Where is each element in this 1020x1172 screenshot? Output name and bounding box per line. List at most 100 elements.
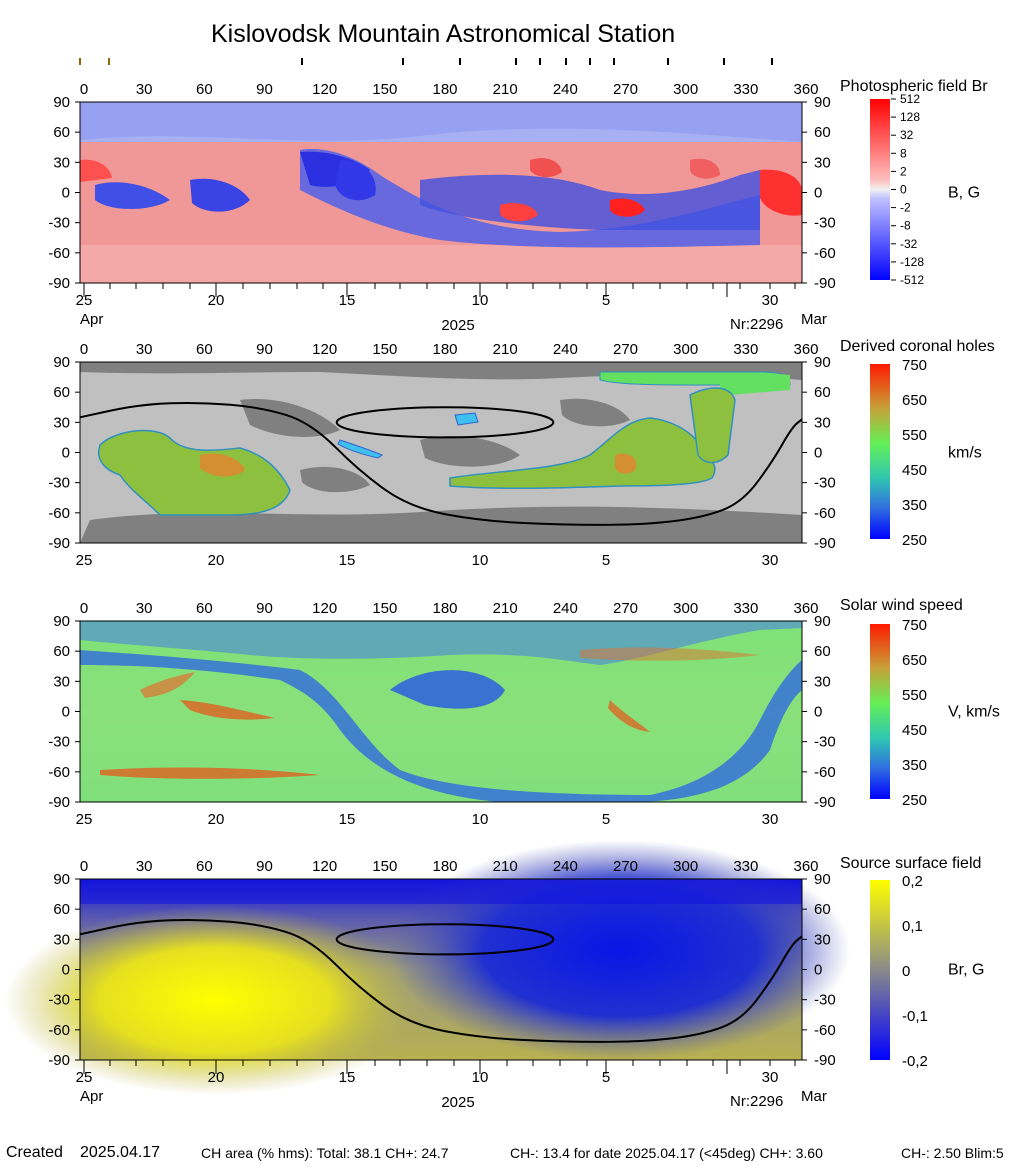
colorbar-tick-label: 350: [902, 757, 927, 774]
lat-tick-label-right: -30: [814, 475, 836, 492]
footer-ch-minus-2: CH-: 2.50 Blim:5: [901, 1145, 1004, 1161]
lon-tick-label: 330: [733, 81, 758, 98]
lat-tick-label-right: 0: [814, 185, 822, 202]
colorbar-solar-wind: [870, 624, 890, 799]
lon-tick-label: 240: [553, 341, 578, 358]
lon-tick-label: 270: [613, 600, 638, 617]
lon-tick-label: 60: [196, 858, 213, 875]
colorbar-tick-label: 550: [902, 427, 927, 444]
lon-tick-label: 180: [432, 858, 457, 875]
year-label: 2025: [441, 317, 474, 334]
lat-tick-label-left: 90: [53, 354, 70, 371]
lat-tick-label-left: 0: [62, 445, 70, 462]
lon-tick-label: 210: [493, 858, 518, 875]
lat-tick-label-left: 60: [53, 384, 70, 401]
lon-tick-label: 300: [673, 341, 698, 358]
colorbar-tick-label: 32: [900, 128, 914, 142]
lon-tick-label: 360: [793, 341, 818, 358]
colorbar-tick-label: 750: [902, 617, 927, 634]
colorbar-tick-label: 0: [900, 183, 907, 197]
colorbar-unit: B, G: [948, 185, 980, 202]
date-tick-label: 25: [76, 811, 93, 828]
date-tick-label: 30: [762, 292, 779, 309]
date-tick-label: 5: [602, 1069, 610, 1086]
lon-tick-label: 240: [553, 81, 578, 98]
lat-tick-label-left: 90: [53, 613, 70, 630]
lat-tick-label-right: 90: [814, 94, 831, 111]
lon-tick-label: 30: [136, 600, 153, 617]
lat-tick-label-left: -60: [48, 245, 70, 262]
date-tick-label: 20: [208, 811, 225, 828]
colorbar-tick-label: 550: [902, 687, 927, 704]
colorbar-tick-label: -128: [900, 255, 924, 269]
lon-tick-label: 90: [256, 600, 273, 617]
lon-tick-label: 300: [673, 600, 698, 617]
lat-tick-label-left: 30: [53, 154, 70, 171]
date-tick-label: 10: [472, 1069, 489, 1086]
lon-tick-label: 30: [136, 341, 153, 358]
colorbar-title: Source surface field: [840, 855, 981, 872]
month-left: Apr: [80, 1088, 103, 1105]
colorbar-tick-label: 0,1: [902, 918, 923, 935]
lon-tick-label: 0: [80, 600, 88, 617]
colorbar-tick-label: -0,2: [902, 1053, 928, 1070]
date-tick-label: 5: [602, 811, 610, 828]
lon-tick-label: 0: [80, 341, 88, 358]
lon-tick-label: 150: [372, 600, 397, 617]
colorbar-tick-label: -32: [900, 237, 918, 251]
colorbar-tick-label: 250: [902, 532, 927, 549]
lat-tick-label-right: 90: [814, 613, 831, 630]
lat-tick-label-left: -30: [48, 215, 70, 232]
lat-tick-label-left: 90: [53, 94, 70, 111]
lon-tick-label: 180: [432, 600, 457, 617]
colorbar-tick-label: 8: [900, 146, 907, 160]
lon-tick-label: 210: [493, 81, 518, 98]
lon-tick-label: 150: [372, 341, 397, 358]
colorbar-tick-label: 650: [902, 392, 927, 409]
lat-tick-label-right: -60: [814, 505, 836, 522]
date-tick-label: 30: [762, 552, 779, 569]
lat-tick-label-right: -30: [814, 215, 836, 232]
colorbar-tick-label: -512: [900, 273, 924, 287]
lat-tick-label-left: 0: [62, 704, 70, 721]
colorbar-title: Solar wind speed: [840, 597, 963, 614]
date-tick-label: 15: [339, 1069, 356, 1086]
colorbar-photospheric: [870, 99, 890, 280]
lat-tick-label-left: 30: [53, 414, 70, 431]
lat-tick-label-right: -30: [814, 992, 836, 1009]
lon-tick-label: 330: [733, 341, 758, 358]
date-tick-label: 25: [76, 292, 93, 309]
month-right: Mar: [801, 311, 827, 328]
lon-tick-label: 180: [432, 81, 457, 98]
panel-coronal-holes-map: [79, 361, 803, 544]
colorbar-unit: Br, G: [948, 962, 984, 979]
date-tick-label: 10: [472, 552, 489, 569]
lat-tick-label-left: -90: [48, 1052, 70, 1069]
neutral-line-ch: [79, 401, 803, 526]
colorbar-tick-label: -0,1: [902, 1008, 928, 1025]
lon-tick-label: 210: [493, 600, 518, 617]
lat-tick-label-left: -30: [48, 992, 70, 1009]
page-title: Kislovodsk Mountain Astronomical Station: [211, 20, 676, 48]
lat-tick-label-right: 30: [814, 414, 831, 431]
lon-tick-label: 300: [673, 858, 698, 875]
colorbar-unit: km/s: [948, 445, 982, 462]
date-tick-label: 15: [339, 292, 356, 309]
lon-tick-label: 150: [372, 858, 397, 875]
colorbar-tick-label: 650: [902, 652, 927, 669]
date-tick-label: 20: [208, 1069, 225, 1086]
date-tick-label: 10: [472, 811, 489, 828]
lat-tick-label-left: 0: [62, 962, 70, 979]
lon-tick-label: 270: [613, 858, 638, 875]
lat-tick-label-left: 30: [53, 673, 70, 690]
lat-tick-label-right: 60: [814, 384, 831, 401]
lat-tick-label-left: 0: [62, 185, 70, 202]
date-tick-label: 15: [339, 552, 356, 569]
colorbar-title: Derived coronal holes: [840, 338, 995, 355]
lon-tick-label: 120: [312, 858, 337, 875]
panel-photospheric-map: [79, 101, 803, 284]
colorbar-tick-label: 0: [902, 963, 910, 980]
colorbar-tick-label: 512: [900, 92, 920, 106]
lon-tick-label: 240: [553, 600, 578, 617]
lon-tick-label: 60: [196, 341, 213, 358]
